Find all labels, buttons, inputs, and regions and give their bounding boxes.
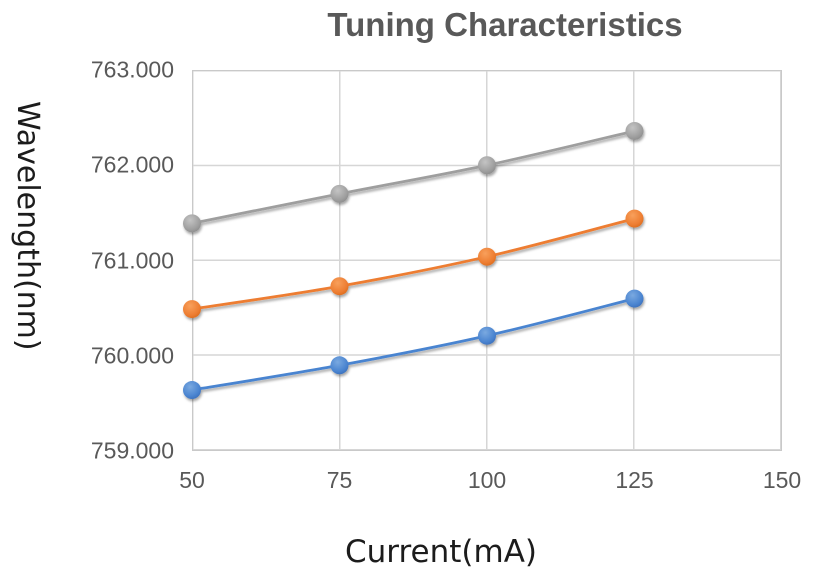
y-axis-tick-labels: 763.000 762.000 761.000 760.000 759.000 (0, 57, 183, 464)
data-point-blue-75 (330, 356, 349, 375)
data-point-blue-125 (625, 289, 644, 308)
series-gray (183, 121, 644, 233)
series-orange-line (191, 217, 635, 311)
y-tick-label: 761.000 (90, 247, 174, 273)
data-point-blue-50 (183, 381, 201, 400)
series-blue-line (191, 297, 635, 392)
series-blue (183, 289, 644, 400)
chart-title: Tuning Characteristics (327, 6, 683, 43)
y-axis-title: Wavelength(nm) (10, 101, 45, 351)
data-point-orange-75 (330, 277, 349, 296)
data-point-blue-100 (478, 326, 496, 345)
data-point-gray-75 (330, 184, 349, 203)
data-point-gray-125 (625, 121, 644, 140)
x-axis-tick-labels: 50 75 100 125 150 (179, 467, 801, 497)
x-tick-label: 75 (326, 467, 353, 493)
data-point-orange-125 (625, 209, 644, 228)
y-tick-label: 760.000 (90, 342, 174, 369)
data-point-gray-100 (478, 156, 496, 175)
y-tick-label: 763.000 (90, 56, 174, 83)
chart-series-svg (183, 121, 644, 400)
series-orange (183, 209, 644, 319)
y-tick-label: 759.000 (90, 437, 174, 464)
y-tick-label: 762.000 (90, 151, 174, 178)
data-point-gray-50 (183, 214, 201, 233)
x-axis-title: Current(mA) (344, 534, 538, 570)
x-tick-label: 125 (615, 467, 654, 493)
data-point-orange-50 (183, 300, 201, 319)
data-point-orange-100 (478, 247, 496, 266)
x-tick-label: 100 (467, 467, 507, 493)
x-tick-label: 50 (179, 467, 205, 493)
series-gray-line (191, 129, 635, 225)
x-tick-label: 150 (762, 467, 802, 493)
